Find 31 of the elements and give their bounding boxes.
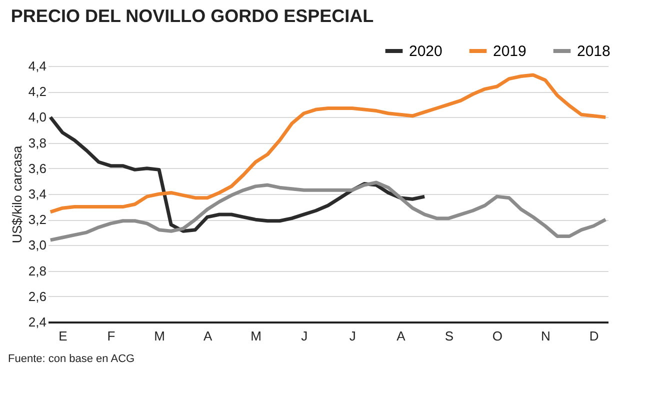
y-tick-label: 3,4 — [28, 186, 46, 202]
x-tick-label: J — [349, 328, 356, 344]
x-tick-label: A — [203, 328, 212, 344]
legend-label: 2020 — [409, 43, 442, 60]
source-note: Fuente: con base en ACG — [8, 353, 135, 365]
x-tick-label: J — [301, 328, 308, 344]
y-tick-label: 4,4 — [28, 58, 46, 74]
y-tick-label: 3,6 — [28, 160, 46, 176]
y-tick-label: 4,0 — [28, 110, 46, 125]
y-axis-title: US$/kilo carcasa — [9, 144, 24, 244]
x-tick-label: E — [58, 328, 68, 344]
legend-label: 2019 — [493, 43, 526, 60]
x-tick-label: M — [154, 328, 165, 344]
y-tick-label: 2,6 — [28, 288, 46, 304]
line-series — [48, 180, 608, 242]
x-tick-label: M — [250, 328, 262, 344]
x-tick-label: A — [396, 328, 406, 344]
x-tick-label: F — [107, 328, 116, 344]
y-tick-label: 3,8 — [28, 135, 46, 150]
y-tick-label: 4,2 — [28, 84, 46, 100]
chart-title: PRECIO DEL NOVILLO GORDO ESPECIAL — [10, 6, 374, 26]
x-tick-label: O — [492, 328, 503, 344]
y-tick-label: 3,0 — [28, 238, 46, 253]
x-tick-label: S — [444, 328, 454, 344]
y-tick-label: 2,8 — [28, 263, 46, 278]
line-series — [48, 73, 608, 214]
legend-label: 2018 — [577, 43, 610, 60]
x-tick-label: N — [541, 328, 550, 344]
y-tick-label: 2,4 — [28, 314, 46, 330]
x-tick-label: D — [589, 328, 599, 344]
y-tick-label: 3,2 — [28, 212, 46, 228]
